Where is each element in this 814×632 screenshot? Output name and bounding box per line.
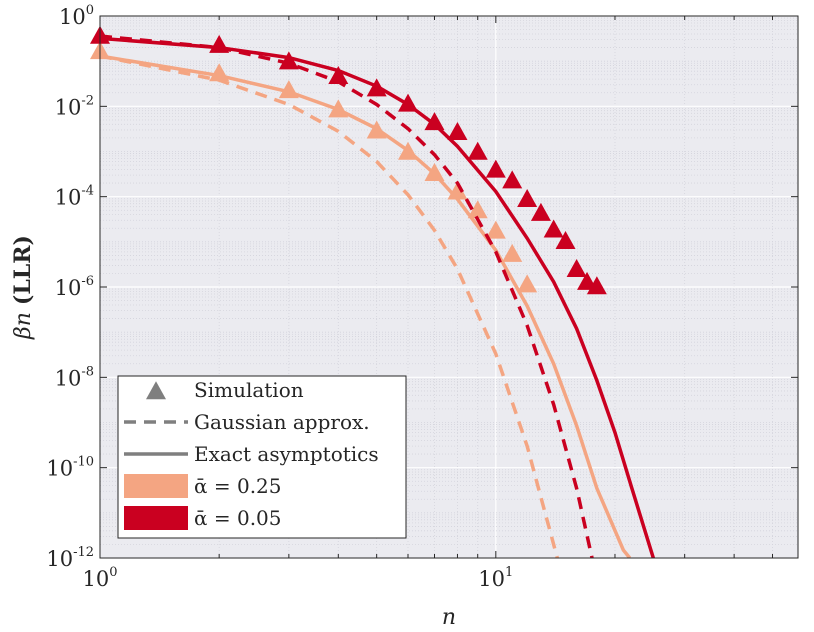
legend-marker-icon — [146, 381, 166, 400]
tick-exponent: -4 — [81, 184, 94, 199]
axes — [99, 15, 799, 559]
tick-exponent: 1 — [505, 565, 513, 580]
tick-exponent: -10 — [73, 455, 94, 470]
tick-base: 10 — [82, 567, 109, 591]
simulation-point-alpha-005 — [278, 51, 299, 70]
simulation-point-alpha-025 — [485, 220, 506, 239]
legend-color-patch — [124, 474, 188, 498]
y-tick-label: 10-2 — [55, 93, 94, 119]
simulation-point-alpha-005 — [398, 93, 419, 112]
simulation-point-alpha-005 — [209, 34, 230, 53]
tick-exponent: 0 — [86, 3, 94, 18]
y-axis-title-unit: (LLR) — [10, 235, 36, 305]
simulation-point-alpha-025 — [447, 181, 468, 200]
legend-label: Simulation — [194, 378, 304, 402]
exact-line-alpha-005 — [100, 36, 656, 558]
tick-base: 10 — [478, 567, 505, 591]
tick-exponent: -2 — [81, 93, 94, 108]
legend-label: ᾱ = 0.25 — [194, 474, 282, 498]
x-tick-label: 100 — [82, 565, 117, 591]
simulation-point-alpha-025 — [502, 243, 523, 262]
tick-exponent: 0 — [109, 565, 117, 580]
y-tick-label: 10-12 — [46, 545, 94, 571]
simulation-point-alpha-005 — [424, 112, 445, 131]
y-axis-title: βn (LLR) — [10, 235, 36, 340]
simulation-point-alpha-025 — [424, 163, 445, 182]
simulation-point-alpha-005 — [555, 231, 576, 250]
simulation-point-alpha-005 — [543, 219, 564, 238]
simulation-point-alpha-025 — [517, 274, 538, 293]
tick-base: 10 — [55, 95, 82, 119]
y-tick-label: 10-4 — [55, 184, 94, 210]
legend-label: Gaussian approx. — [194, 410, 370, 434]
tick-exponent: -12 — [73, 545, 94, 560]
tick-base: 10 — [55, 276, 82, 300]
simulation-point-alpha-005 — [586, 276, 607, 295]
y-tick-label: 10-8 — [55, 364, 94, 390]
gaussian-line-alpha-025 — [100, 54, 559, 558]
simulation-point-alpha-025 — [328, 99, 349, 118]
y-tick-label: 10-10 — [46, 455, 94, 481]
simulation-point-alpha-005 — [502, 170, 523, 189]
tick-base: 10 — [46, 457, 73, 481]
tick-base: 10 — [55, 186, 82, 210]
simulation-point-alpha-005 — [467, 141, 488, 160]
simulation-point-alpha-005 — [447, 121, 468, 140]
simulation-point-alpha-005 — [517, 189, 538, 208]
simulation-point-alpha-005 — [366, 78, 387, 97]
y-axis-title-symbol: βn — [11, 305, 36, 340]
x-tick-label: 101 — [478, 565, 513, 591]
y-tick-label: 10-6 — [55, 274, 94, 300]
tick-exponent: -8 — [81, 364, 94, 379]
tick-base: 10 — [46, 547, 73, 571]
simulation-point-alpha-025 — [398, 141, 419, 160]
legend-color-patch — [124, 506, 188, 530]
tick-base: 10 — [55, 366, 82, 390]
y-tick-label: 100 — [59, 3, 94, 29]
legend: Simulation Gaussian approx. Exact asymptot… — [117, 375, 407, 539]
x-axis-title: n — [442, 605, 456, 630]
legend-label: ᾱ = 0.05 — [194, 506, 282, 530]
simulation-point-alpha-025 — [467, 200, 488, 219]
grid — [99, 15, 798, 559]
simulation-point-alpha-025 — [366, 120, 387, 139]
series-layer — [90, 25, 656, 558]
simulation-point-alpha-025 — [209, 63, 230, 82]
simulation-point-alpha-025 — [278, 80, 299, 99]
simulation-point-alpha-005 — [530, 202, 551, 221]
simulation-point-alpha-005 — [485, 159, 506, 178]
simulation-point-alpha-005 — [328, 66, 349, 85]
legend-label: Exact asymptotics — [194, 442, 379, 466]
simulation-point-alpha-005 — [566, 259, 587, 278]
tick-exponent: -6 — [81, 274, 94, 289]
axis-titles: n βn (LLR) — [10, 235, 456, 630]
tick-base: 10 — [59, 5, 86, 29]
